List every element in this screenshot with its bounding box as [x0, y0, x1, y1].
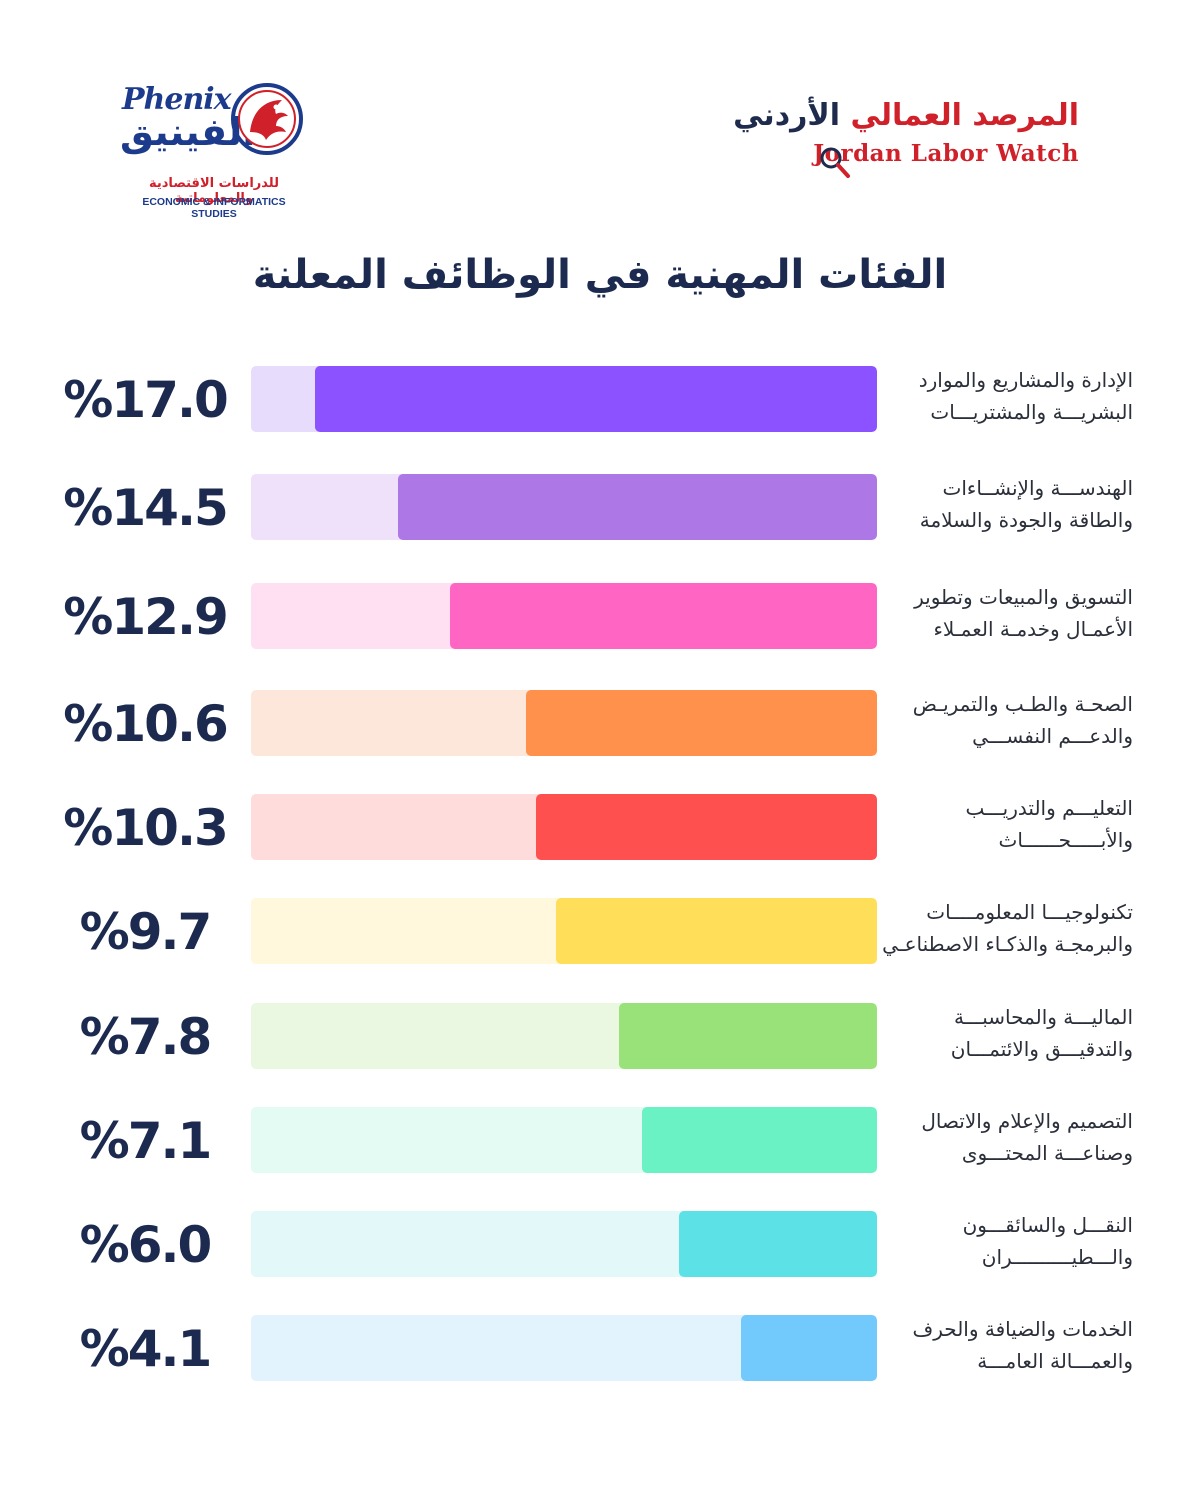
bar-row: %7.1 التصميم والإعلام والاتصال وصناعـــة ا…	[0, 1105, 1200, 1177]
category-label-line: والطاقة والجودة والسلامة	[919, 508, 1133, 532]
category-label-line: والأبـــــحــــــاث	[998, 828, 1133, 852]
bar-track	[251, 474, 877, 540]
category-label-line: الماليـــة والمحاسبـــة	[953, 1005, 1133, 1029]
bar-row: %10.6 الصحـة والطـب والتمريـض والدعـــم ال…	[0, 688, 1200, 760]
bar-track	[251, 583, 877, 649]
value-label: %9.7	[79, 903, 213, 961]
phenix-logo: Phenix الفينيق للدراسات الاقتصادية والمع…	[118, 80, 308, 220]
bar-track	[251, 898, 877, 964]
value-label: %10.3	[63, 799, 228, 857]
bar	[398, 474, 877, 540]
bar-track	[251, 690, 877, 756]
category-label-line: والعمـــالة العامـــة	[977, 1349, 1133, 1373]
category-label: الماليـــة والمحاسبـــة والتدقيـــق والائ…	[888, 1001, 1133, 1073]
bar-track	[251, 1211, 877, 1277]
phoenix-bird-icon	[231, 83, 303, 155]
bar-row: %17.0 الإدارة والمشاريع والموارد البشريـــ…	[0, 364, 1200, 436]
value-label: %10.6	[63, 695, 228, 753]
category-label: الخدمات والضيافة والحرف والعمـــالة العام…	[888, 1313, 1133, 1385]
category-label-line: والبرمجـة والذكـاء الاصطناعـي	[882, 932, 1133, 956]
category-label-line: والتدقيـــق والائتمـــان	[950, 1037, 1133, 1061]
chart-title: الفئات المهنية في الوظائف المعلنة	[252, 252, 948, 298]
value-label: %7.1	[79, 1112, 213, 1170]
bar-track	[251, 1315, 877, 1381]
bar	[536, 794, 877, 860]
bar	[450, 583, 877, 649]
jlw-logo-english: Jordan Labor Watch	[813, 140, 1079, 167]
category-label-line: الأعمـال وخدمـة العمـلاء	[933, 617, 1133, 641]
value-label: %17.0	[63, 371, 228, 429]
category-label: النقـــل والسائقـــون والـــطيــــــــــر…	[888, 1209, 1133, 1281]
category-label-line: التسويق والمبيعات وتطوير	[914, 585, 1133, 609]
category-label-line: الإدارة والمشاريع والموارد	[918, 368, 1133, 392]
bar-track	[251, 794, 877, 860]
bar-row: %6.0 النقـــل والسائقـــون والـــطيـــــــ…	[0, 1209, 1200, 1281]
category-label: التعليـــم والتدريـــب والأبـــــحــــــا…	[888, 792, 1133, 864]
bar-row: %9.7 تكنولوجيـــا المعلومــــات والبرمجـة …	[0, 896, 1200, 968]
category-label: التسويق والمبيعات وتطوير الأعمـال وخدمـة …	[888, 581, 1133, 653]
category-label: الهندســـة والإنشــاءات والطاقة والجودة و…	[888, 472, 1133, 544]
bar	[556, 898, 877, 964]
category-label-line: تكنولوجيـــا المعلومــــات	[926, 900, 1133, 924]
category-label-line: التصميم والإعلام والاتصال	[921, 1109, 1133, 1133]
value-label: %14.5	[63, 479, 228, 537]
jlw-logo-arabic-navy: الأردني	[733, 98, 840, 133]
category-label-line: والـــطيــــــــــران	[981, 1245, 1133, 1269]
value-label: %7.8	[79, 1008, 213, 1066]
phenix-tagline-arabic: للدراسات الاقتصادية والمعلوماتية	[149, 176, 279, 206]
bar-track	[251, 1003, 877, 1069]
bar	[526, 690, 877, 756]
category-label-line: الهندســـة والإنشــاءات	[942, 476, 1133, 500]
category-label: التصميم والإعلام والاتصال وصناعـــة المحت…	[888, 1105, 1133, 1177]
bar-track	[251, 366, 877, 432]
value-label: %4.1	[79, 1320, 213, 1378]
category-label-line: الصحـة والطـب والتمريـض	[912, 692, 1133, 716]
category-label-line: والدعـــم النفســـي	[972, 724, 1133, 748]
phenix-logo-script: Phenix	[122, 82, 232, 117]
category-label-line: النقـــل والسائقـــون	[962, 1213, 1133, 1237]
category-label-line: الخدمات والضيافة والحرف	[912, 1317, 1133, 1341]
bar-row: %4.1 الخدمات والضيافة والحرف والعمـــالة ا…	[0, 1313, 1200, 1385]
category-label-line: وصناعـــة المحتـــوى	[961, 1141, 1133, 1165]
bar-row: %14.5 الهندســـة والإنشــاءات والطاقة والج…	[0, 472, 1200, 544]
jlw-logo-arabic-red: المرصد العمالي	[850, 98, 1079, 133]
magnifier-icon	[820, 147, 850, 178]
category-label: الإدارة والمشاريع والموارد البشريـــة وال…	[888, 364, 1133, 436]
bar-row: %12.9 التسويق والمبيعات وتطوير الأعمـال وخ…	[0, 581, 1200, 653]
bar-row: %7.8 الماليـــة والمحاسبـــة والتدقيـــق و…	[0, 1001, 1200, 1073]
bar	[741, 1315, 877, 1381]
phenix-tagline-english: ECONOMIC & INFORMATICS STUDIES	[142, 196, 286, 220]
category-label: تكنولوجيـــا المعلومــــات والبرمجـة والذ…	[882, 896, 1133, 968]
bar-row: %10.3 التعليـــم والتدريـــب والأبـــــحــ…	[0, 792, 1200, 864]
bar-track	[251, 1107, 877, 1173]
jlw-logo-arabic: المرصد العمالي الأردني	[733, 98, 1079, 133]
bar	[642, 1107, 877, 1173]
value-label: %12.9	[63, 588, 228, 646]
bar	[315, 366, 877, 432]
category-label-line: البشريـــة والمشتريـــات	[930, 400, 1133, 424]
value-label: %6.0	[79, 1216, 213, 1274]
category-label: الصحـة والطـب والتمريـض والدعـــم النفســ…	[888, 688, 1133, 760]
jordan-labor-watch-logo: المرصد العمالي الأردني Jordan Labor Watc…	[733, 96, 1085, 186]
category-label-line: التعليـــم والتدريـــب	[965, 796, 1133, 820]
bar	[679, 1211, 877, 1277]
bar	[619, 1003, 877, 1069]
